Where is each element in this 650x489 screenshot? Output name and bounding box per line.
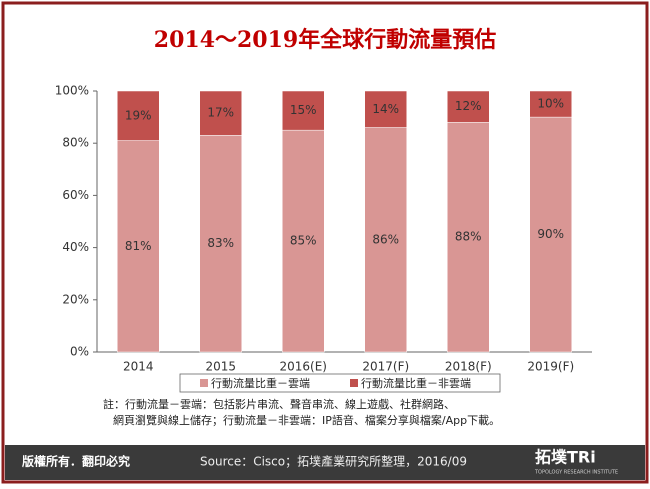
value-label: 15%	[290, 103, 317, 117]
legend-swatch	[350, 379, 358, 387]
bar-segment	[199, 135, 242, 353]
footer-bar	[5, 445, 645, 480]
y-tick-label: 40%	[62, 240, 89, 254]
note: 網頁瀏覽與線上儲存；行動流量－非雲端：IP語音、檔案分享與檔案/App下載。	[113, 413, 500, 427]
bar-segment	[529, 116, 572, 353]
bar-segment	[282, 129, 325, 353]
x-tick-label: 2018(F)	[445, 360, 492, 374]
value-label: 14%	[372, 102, 399, 116]
legend-label: 行動流量比重－非雲端	[361, 376, 471, 390]
y-tick-label: 80%	[62, 136, 89, 150]
x-tick-label: 2015	[205, 360, 236, 374]
bar-segment	[529, 90, 572, 118]
value-label: 85%	[290, 234, 317, 248]
bar-segment	[199, 90, 242, 136]
bar-segment	[364, 90, 407, 128]
value-label: 90%	[537, 227, 564, 241]
y-tick-label: 0%	[70, 345, 89, 359]
chart-title: 2014～2019年全球行動流量預估	[154, 27, 496, 53]
bar-segment	[117, 90, 160, 141]
logo: 拓墣TRi	[535, 448, 596, 467]
value-label: 83%	[207, 236, 234, 250]
legend-box	[179, 373, 501, 393]
x-tick-label: 2019(F)	[527, 360, 574, 374]
value-label: 86%	[372, 232, 399, 246]
copyright: 版權所有．翻印必究	[22, 454, 130, 469]
logo-sub: TOPOLOGY RESEARCH INSTITUTE	[534, 470, 618, 476]
bar-segment	[447, 90, 490, 123]
note: 註：行動流量－雲端：包括影片串流、聲音串流、線上遊戲、社群網路、	[103, 397, 455, 411]
bar-segment	[117, 140, 160, 353]
source: Source：Cisco；拓墣產業研究所整理，2016/09	[200, 454, 467, 469]
y-tick-label: 20%	[62, 292, 89, 306]
value-label: 10%	[537, 97, 564, 111]
x-tick-label: 2016(E)	[280, 360, 327, 374]
value-label: 19%	[125, 108, 152, 122]
legend-label: 行動流量比重－雲端	[211, 376, 310, 390]
value-label: 12%	[455, 99, 482, 113]
value-label: 88%	[455, 230, 482, 244]
legend-swatch	[200, 379, 208, 387]
x-tick-label: 2014	[123, 360, 154, 374]
value-label: 17%	[207, 106, 234, 120]
bar-segment	[364, 127, 407, 353]
x-tick-label: 2017(F)	[362, 360, 409, 374]
y-tick-label: 60%	[62, 188, 89, 202]
bar-segment	[447, 122, 490, 353]
y-tick-label: 100%	[55, 84, 89, 98]
value-label: 81%	[125, 239, 152, 253]
bar-segment	[282, 90, 325, 131]
